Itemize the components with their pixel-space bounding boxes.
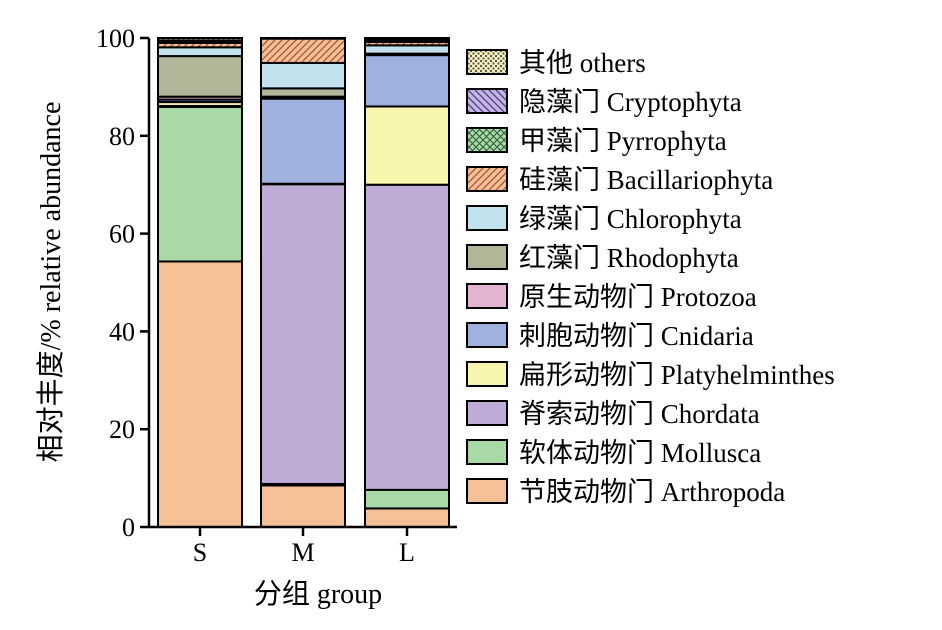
legend-label: 刺胞动物门 Cnidaria — [519, 321, 754, 351]
legend-label: 其他 others — [519, 48, 646, 78]
legend-swatch — [466, 166, 508, 192]
legend-swatch — [466, 478, 508, 504]
y-tick-label: 0 — [122, 513, 135, 542]
bar-segment — [157, 55, 243, 98]
bar-segment — [364, 507, 450, 528]
bar-segment — [364, 44, 450, 55]
bar-group — [157, 37, 450, 528]
bar-segment — [260, 97, 346, 185]
bar-segment — [364, 105, 450, 186]
legend-swatch — [466, 49, 508, 75]
bar-segment — [364, 488, 450, 510]
bar-segment — [364, 37, 450, 41]
legend-swatch — [466, 283, 508, 309]
legend-label: 脊索动物门 Chordata — [519, 399, 760, 429]
legend-label: 甲藻门 Pyrrophyta — [519, 126, 727, 156]
bar-segment — [260, 37, 346, 40]
x-tick-label: S — [193, 538, 207, 567]
legend-swatch — [466, 322, 508, 348]
legend-swatch — [466, 205, 508, 231]
legend-label: 软体动物门 Mollusca — [519, 438, 761, 468]
bar-segment — [157, 105, 243, 263]
legend-swatch — [466, 88, 508, 114]
bar-segment — [157, 37, 243, 42]
bar-segment — [157, 260, 243, 528]
bar-segment — [260, 61, 346, 90]
legend: 其他 others 隐藻门 Cryptophyta 甲藻门 Pyrrophyta 硅藻… — [466, 48, 835, 507]
x-tick-label: L — [399, 538, 415, 567]
legend-swatch — [466, 127, 508, 153]
bar-segment — [364, 54, 450, 108]
legend-swatch — [466, 400, 508, 426]
legend-label: 节肢动物门 Arthropoda — [519, 477, 785, 507]
legend-label: 原生动物门 Protozoa — [519, 282, 757, 312]
y-tick-label: 60 — [109, 220, 135, 249]
y-tick-label: 20 — [109, 415, 135, 444]
y-axis-title: 相对丰度/% relative abundance — [35, 102, 67, 463]
legend-swatch — [466, 361, 508, 387]
legend-label: 扁形动物门 Platyhelminthes — [519, 360, 835, 390]
legend-swatch — [466, 244, 508, 270]
bar-segment — [157, 46, 243, 58]
legend-label: 绿藻门 Chlorophyta — [519, 204, 742, 234]
y-tick-label: 40 — [109, 317, 135, 346]
bar-segment — [260, 87, 346, 98]
bar-segment — [260, 484, 346, 528]
x-tick-label: M — [291, 538, 314, 567]
legend-swatch — [466, 439, 508, 465]
legend-label: 红藻门 Rhodophyta — [519, 243, 739, 273]
y-tick-label: 100 — [96, 24, 135, 53]
legend-label: 隐藻门 Cryptophyta — [519, 87, 742, 117]
bar-segment — [364, 183, 450, 491]
legend-label: 硅藻门 Bacillariophyta — [519, 165, 773, 195]
y-tick-label: 80 — [109, 122, 135, 151]
bar-segment — [260, 183, 346, 485]
bar-segment — [260, 37, 346, 64]
y-axis-ticks: 0 20 40 60 80 100 — [96, 24, 149, 542]
x-axis-title: 分组 group — [254, 578, 382, 610]
